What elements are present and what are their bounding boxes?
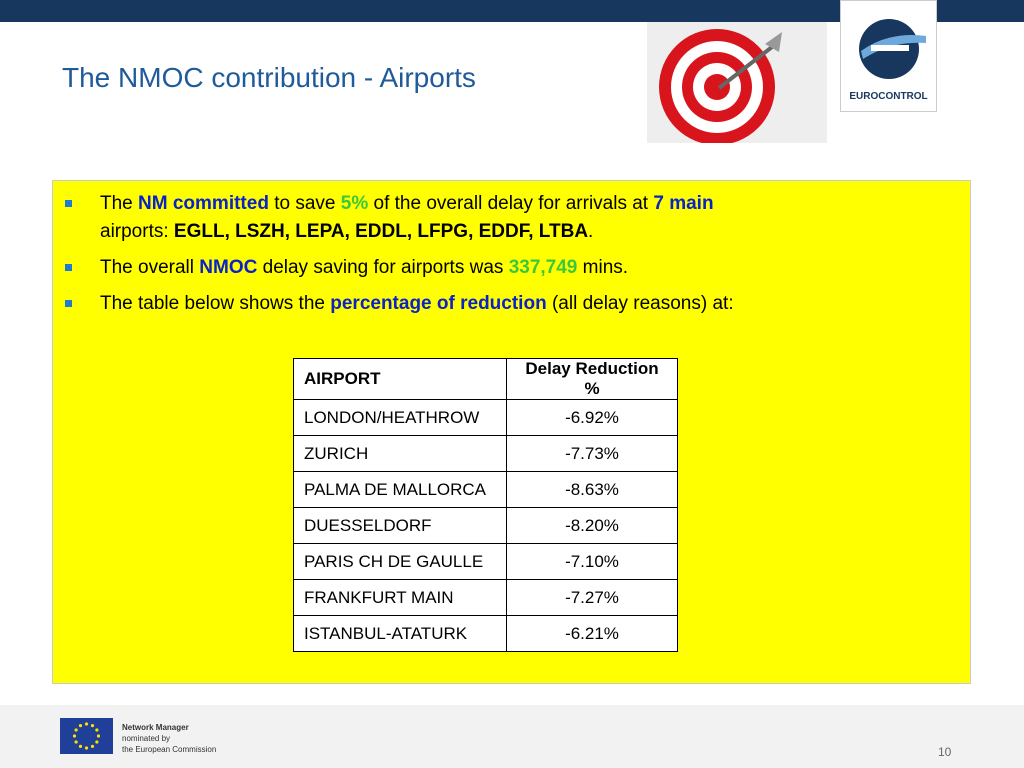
eurocontrol-logo: EUROCONTROL (840, 0, 937, 112)
star (84, 746, 89, 750)
star (72, 734, 77, 738)
table-cell: -8.20% (506, 507, 678, 544)
footer-line: Network Manager (122, 723, 189, 732)
star (95, 728, 99, 732)
text: 5% (340, 193, 369, 214)
logo-text: EUROCONTROL (849, 91, 928, 102)
star (74, 740, 78, 744)
footer-band (0, 705, 1024, 768)
bullet-list: The NM committed to save 5% of the overa… (60, 190, 940, 326)
table-cell: DUESSELDORF (293, 507, 507, 544)
table-row: PARIS CH DE GAULLE -7.10% (293, 543, 678, 580)
star (96, 734, 101, 738)
text: EGLL, LSZH, LEPA, EDDL, LFPG, EDDF, LTBA (173, 221, 589, 242)
table-cell: PARIS CH DE GAULLE (293, 543, 507, 580)
text: 7 main (653, 193, 714, 214)
text: to save (268, 193, 341, 214)
star (74, 728, 78, 732)
text: NM committed (138, 193, 269, 214)
header-cell: Delay Reduction % (506, 358, 678, 400)
header-row: AIRPORT Delay Reduction % (293, 358, 678, 400)
text: 337,749 (508, 257, 578, 278)
star (84, 722, 89, 726)
star (78, 744, 83, 748)
text: delay saving for airports was (257, 257, 509, 278)
table-cell: FRANKFURT MAIN (293, 579, 507, 616)
table-cell: -7.73% (506, 435, 678, 472)
target-image (647, 22, 827, 143)
header-cell: AIRPORT (293, 358, 507, 400)
table-cell: -7.10% (506, 543, 678, 580)
table-cell: ZURICH (293, 435, 507, 472)
table-row: FRANKFURT MAIN -7.27% (293, 579, 678, 616)
table-row: ISTANBUL-ATATURK -6.21% (293, 615, 678, 652)
footer-line: the European Commission (122, 745, 217, 754)
bullet: The NM committed to save 5% of the overa… (60, 190, 940, 246)
star (90, 724, 95, 728)
table-cell: LONDON/HEATHROW (293, 399, 507, 436)
text: NMOC (199, 257, 258, 278)
page-number: 10 (938, 745, 952, 759)
table-cell: -6.92% (506, 399, 678, 436)
table-row: ZURICH -7.73% (293, 435, 678, 472)
footer-text: Network Manager nominated by the European … (122, 722, 216, 755)
slide-title: The NMOC contribution - Airports (62, 62, 476, 93)
text: mins. (577, 257, 629, 278)
delay-table: AIRPORT Delay Reduction % LONDON/HEATHROW… (293, 358, 678, 652)
table-row: LONDON/HEATHROW -6.92% (293, 399, 678, 436)
table-cell: -6.21% (506, 615, 678, 652)
table-cell: ISTANBUL-ATATURK (293, 615, 507, 652)
top-bar (0, 0, 1024, 22)
text: . (588, 221, 594, 242)
text: The (100, 193, 139, 214)
eu-flag (60, 718, 113, 754)
text: of the overall delay for arrivals at (368, 193, 654, 214)
bullet: The overall NMOC delay saving for airpor… (60, 254, 940, 282)
bullet: The table below shows the percentage of … (60, 290, 940, 318)
table-cell: PALMA DE MALLORCA (293, 471, 507, 508)
star (90, 744, 95, 748)
text: (all delay reasons) at: (546, 293, 734, 314)
footer-line: nominated by (122, 734, 171, 743)
text: airports: (100, 221, 174, 242)
star (78, 724, 83, 728)
text: percentage of reduction (330, 293, 547, 314)
star (95, 740, 99, 744)
table-row: DUESSELDORF -8.20% (293, 507, 678, 544)
table-row: PALMA DE MALLORCA -8.63% (293, 471, 678, 508)
text: The overall (100, 257, 200, 278)
table-cell: -8.63% (506, 471, 678, 508)
table-cell: -7.27% (506, 579, 678, 616)
text: The table below shows the (100, 293, 331, 314)
